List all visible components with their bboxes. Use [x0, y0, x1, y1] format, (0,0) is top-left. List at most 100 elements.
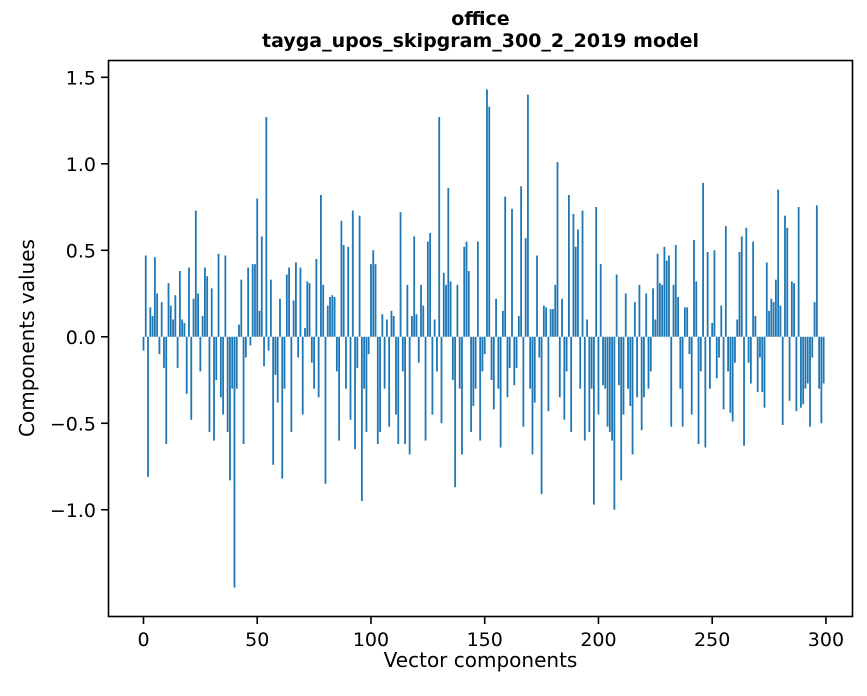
bar [292, 300, 295, 337]
bar [702, 182, 704, 337]
bar [513, 336, 516, 386]
bar [547, 336, 550, 412]
bar [144, 255, 147, 337]
bar [747, 336, 750, 363]
bar [249, 336, 252, 346]
bar [422, 305, 425, 337]
bar [381, 314, 384, 337]
bar [577, 229, 579, 337]
bar [451, 336, 454, 381]
bar [595, 207, 598, 337]
bar [818, 336, 821, 389]
bar [515, 336, 518, 368]
bar [693, 239, 695, 337]
bar [204, 267, 206, 337]
bar [149, 307, 152, 337]
bar [265, 117, 268, 337]
bar [645, 293, 648, 337]
bar [586, 319, 588, 337]
bar [606, 336, 609, 427]
bar [718, 336, 720, 358]
bar [745, 227, 748, 337]
bar [315, 258, 318, 337]
bar [158, 336, 161, 355]
bar [629, 336, 632, 406]
bar [640, 336, 643, 431]
bar [279, 298, 281, 337]
bar [754, 316, 757, 337]
bar [465, 241, 468, 337]
bar [281, 336, 284, 479]
bar [590, 336, 593, 389]
bar [295, 262, 297, 337]
bar [761, 336, 764, 393]
bar [322, 284, 325, 337]
y-tick-label: −0.5 [50, 413, 96, 435]
bar [704, 336, 707, 448]
bar [229, 336, 231, 481]
bar [288, 267, 290, 337]
bar [654, 319, 657, 337]
bar [233, 336, 236, 588]
bar [738, 252, 741, 337]
bar [401, 336, 404, 372]
bar [683, 307, 686, 337]
bar [749, 336, 752, 384]
bar [768, 310, 770, 337]
bar [795, 336, 798, 412]
bar [618, 336, 620, 386]
bar [263, 336, 265, 367]
bar [415, 314, 418, 337]
bar [520, 186, 523, 337]
bar [317, 336, 320, 398]
bar [197, 293, 199, 337]
bar [156, 293, 159, 337]
bar [185, 336, 188, 394]
bar [345, 336, 347, 389]
bar [820, 336, 823, 424]
bar [326, 305, 329, 337]
bar [542, 305, 545, 337]
bar [374, 264, 377, 337]
bar [570, 336, 573, 432]
bar [804, 336, 807, 389]
bar [329, 296, 331, 337]
bar [426, 241, 429, 337]
bar [424, 336, 427, 441]
bar [342, 245, 345, 337]
bar [167, 283, 170, 337]
bar [240, 279, 243, 337]
bar [260, 236, 263, 337]
bar [774, 279, 777, 337]
bar [206, 276, 209, 337]
bar [269, 279, 272, 337]
bar [481, 336, 484, 372]
bar [254, 264, 256, 337]
bar [379, 336, 381, 432]
bar [310, 336, 313, 363]
bar [806, 336, 809, 384]
bar [358, 215, 361, 337]
bar [420, 284, 422, 337]
x-axis-label: Vector components [383, 648, 578, 672]
bar [436, 336, 438, 372]
bar [324, 336, 327, 484]
bar [611, 336, 613, 441]
bar [169, 305, 172, 337]
bar [822, 336, 825, 384]
bar [786, 227, 789, 337]
y-tick-label: 1.0 [66, 154, 96, 176]
bar [201, 316, 204, 337]
bar [736, 319, 739, 337]
bar [172, 319, 174, 337]
bar [581, 210, 584, 337]
bar [661, 284, 664, 337]
bar [784, 215, 786, 337]
bar [506, 336, 509, 398]
bar [372, 250, 375, 337]
bar [356, 336, 359, 368]
bar [299, 267, 302, 337]
bar [404, 336, 406, 445]
bar [697, 336, 700, 445]
bar [390, 310, 393, 337]
